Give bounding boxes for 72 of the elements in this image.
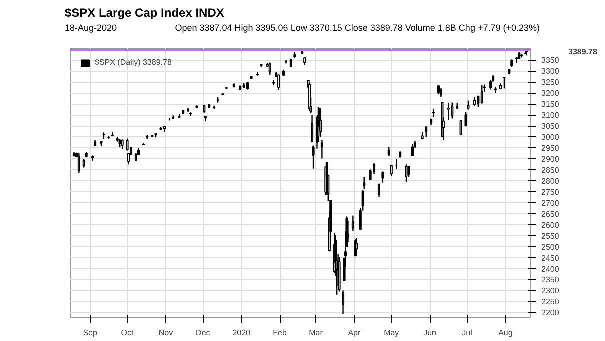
candlestick (352, 215, 354, 232)
candlestick (473, 96, 476, 107)
x-tick-label: Apr (348, 328, 361, 338)
candlestick (320, 140, 324, 160)
y-tick-label: 3350 (542, 56, 560, 66)
candlestick (268, 62, 272, 76)
candlestick (451, 102, 454, 120)
candlestick (440, 87, 443, 98)
candlestick (432, 108, 436, 118)
y-tick-label: 3300 (542, 67, 560, 76)
legend-label: $SPX (Daily) 3389.78 (95, 58, 172, 67)
candlestick (460, 120, 462, 136)
candlestick (390, 164, 393, 177)
x-tick-label: Mar (309, 328, 324, 338)
y-tick-label: 2450 (542, 254, 560, 263)
candlestick (477, 96, 480, 108)
y-tick-label: 2600 (542, 220, 560, 230)
x-tick-label: Nov (158, 328, 174, 338)
candlestick (278, 74, 280, 91)
x-tick-label: Aug (498, 328, 513, 338)
text: 3389.78 (568, 47, 598, 56)
y-tick-label: 2800 (542, 176, 560, 186)
candlestick (464, 112, 468, 128)
y-tick-label: 2950 (542, 144, 560, 153)
candlestick (78, 152, 80, 174)
chart-title: $SPX Large Cap Index INDX (65, 5, 226, 22)
candlestick (342, 290, 345, 316)
y-tick-label: 3200 (542, 89, 560, 98)
candlestick (92, 155, 94, 162)
x-tick-label: 2020 (232, 328, 252, 338)
candlestick (490, 80, 492, 90)
y-tick-label: 2350 (542, 276, 560, 285)
candlestick (382, 171, 384, 184)
candlestick (405, 164, 408, 184)
y-tick-label: 2700 (542, 198, 560, 208)
text: Open 3387.04 High 3395.06 Low 3370.15 Close 3389.78 Volume 1.8B Chg +7.79 (+0.23%) (175, 22, 540, 35)
candlestick (411, 143, 414, 157)
candlestick (467, 100, 470, 110)
y-tick-label: 2650 (542, 210, 560, 219)
y-tick-label: 3250 (542, 78, 560, 88)
candlestick (111, 132, 114, 137)
x-tick-label: Sep (83, 328, 98, 338)
candlestick (503, 76, 506, 90)
x-tick-label: Dec (196, 328, 210, 338)
y-tick-label: 3100 (542, 111, 560, 120)
y-tick-label: 2200 (542, 308, 560, 318)
y-tick-label: 2900 (542, 154, 560, 164)
chart-subtitle: 18-Aug-2020 (65, 22, 118, 35)
candlestick (425, 126, 428, 138)
y-tick-label: 3000 (542, 132, 560, 142)
candlestick (312, 145, 315, 170)
y-tick-label: 2300 (542, 286, 560, 296)
x-tick-label: Oct (121, 328, 135, 338)
y-tick-label: 2750 (542, 188, 560, 197)
y-tick-label: 2250 (542, 298, 560, 307)
y-tick-label: 3150 (542, 100, 560, 110)
x-tick-label: Jun (424, 328, 437, 338)
y-tick-label: 2400 (542, 264, 560, 274)
x-tick-label: May (384, 328, 400, 338)
candlestick (480, 84, 484, 104)
candlestick (378, 184, 381, 198)
x-tick-label: Jul (462, 328, 473, 338)
candlestick (311, 114, 314, 143)
y-tick-label: 2850 (542, 166, 560, 175)
candlestick (363, 176, 366, 190)
candlestick (388, 146, 390, 157)
y-tick-label: 3050 (542, 122, 560, 132)
candlestick (447, 102, 450, 121)
candlestick (494, 86, 498, 94)
y-tick-label: 2550 (542, 232, 560, 241)
y-tick-label: 2500 (542, 242, 560, 252)
x-tick-label: Feb (273, 328, 288, 338)
